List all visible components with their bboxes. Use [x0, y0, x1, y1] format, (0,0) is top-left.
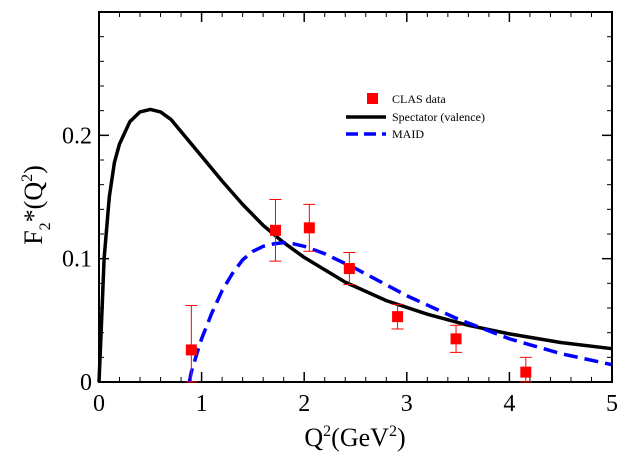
- y-tick-label: 0: [80, 370, 92, 396]
- spectator-line: [97, 107, 613, 383]
- y-axis-title: F2*(Q2): [19, 165, 54, 245]
- x-tick-label: 0: [93, 391, 105, 417]
- tick-labels: 0 1 2 3 4 5 0 0.1 0.2: [62, 123, 618, 417]
- x-tick-label: 1: [196, 391, 208, 417]
- x-axis-title: Q2(GeV2): [304, 423, 405, 452]
- y-tick-label: 0.2: [62, 123, 92, 149]
- axis-ticks: [98, 12, 613, 383]
- x-tick-label: 5: [606, 391, 618, 417]
- x-tick-label: 4: [503, 391, 515, 417]
- legend-label-maid: MAID: [392, 127, 424, 141]
- legend-label-spectator: Spectator (valence): [392, 110, 485, 124]
- data-points: [185, 198, 532, 383]
- y-tick-label: 0.1: [62, 247, 92, 273]
- clas-data-point: [269, 224, 281, 236]
- plot-frame: [98, 11, 613, 383]
- x-tick-label: 3: [401, 391, 413, 417]
- clas-data-point: [520, 366, 532, 378]
- legend-label-clas: CLAS data: [392, 92, 446, 106]
- x-tick-label: 2: [298, 391, 310, 417]
- clas-data-point: [450, 333, 462, 345]
- legend: CLAS data Spectator (valence) MAID: [346, 92, 485, 141]
- maid-line: [187, 240, 613, 383]
- clas-data-point: [185, 344, 197, 356]
- clas-data-point: [343, 263, 355, 275]
- clas-data-point: [303, 222, 315, 234]
- series-lines: [97, 107, 613, 383]
- legend-marker-clas: [367, 93, 378, 104]
- clas-data-point: [392, 311, 404, 323]
